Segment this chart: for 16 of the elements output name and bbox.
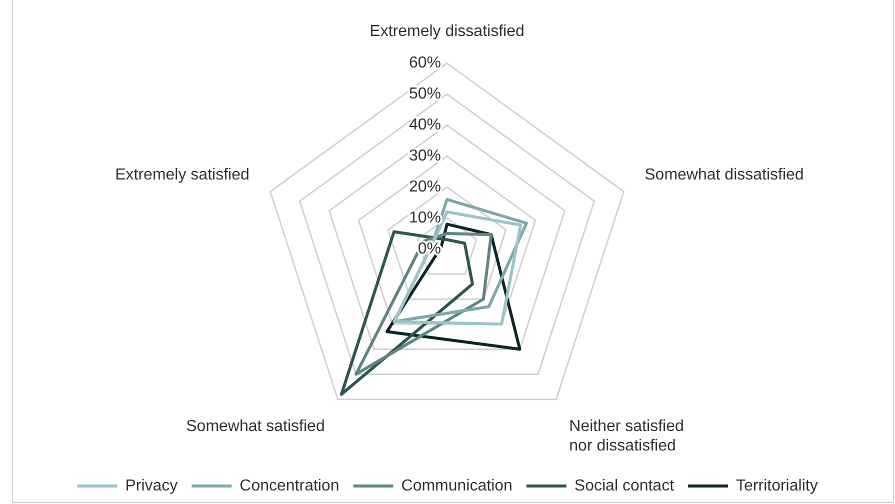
y-tick-label: 20% xyxy=(408,178,441,196)
spoke-label: Extremely dissatisfied xyxy=(370,23,524,40)
legend-label: Communication xyxy=(401,477,512,494)
y-tick-label: 10% xyxy=(408,209,441,226)
y-tick-label: 40% xyxy=(408,116,441,134)
y-tick-label: 50% xyxy=(408,86,441,103)
legend-label: Territoriality xyxy=(736,477,818,494)
legend-label: Social contact xyxy=(574,477,675,494)
spoke-label: Extremely satisfied xyxy=(115,166,250,184)
y-tick-label: 60% xyxy=(408,54,441,72)
legend-label: Privacy xyxy=(125,477,178,494)
spoke-label: Somewhat satisfied xyxy=(186,418,325,436)
legend-label: Concentration xyxy=(240,477,340,494)
spoke-label: Neither satisfied nor dissatisfied xyxy=(569,418,684,454)
y-tick-label: 30% xyxy=(408,148,441,165)
spoke-label: Somewhat dissatisfied xyxy=(644,166,804,184)
